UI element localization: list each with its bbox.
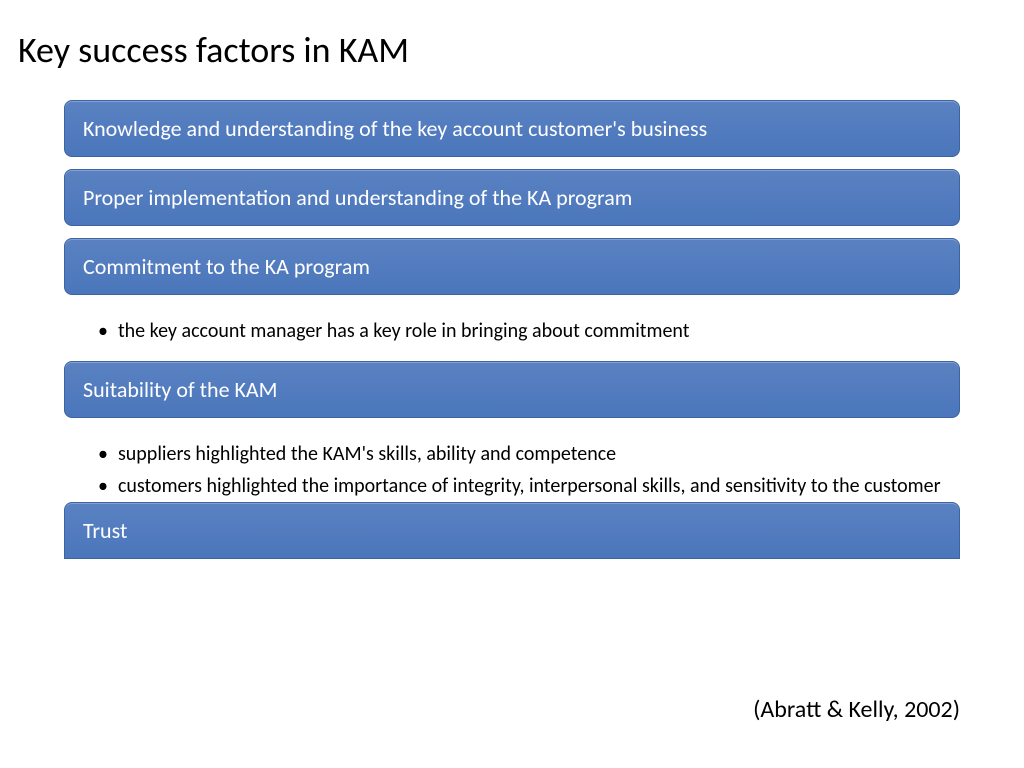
slide-title: Key success factors in KAM xyxy=(14,28,1010,72)
factor-label: Commitment to the KA program xyxy=(83,253,370,280)
factor-box-3: Commitment to the KA program xyxy=(64,238,960,295)
slide: Key success factors in KAM Knowledge and… xyxy=(0,0,1024,768)
sub-bullet: • suppliers highlighted the KAM's skills… xyxy=(64,438,960,470)
factor-box-2: Proper implementation and understanding … xyxy=(64,169,960,226)
sub-bullet-text: the key account manager has a key role i… xyxy=(118,318,950,344)
citation: (Abratt & Kelly, 2002) xyxy=(753,695,960,724)
factor-label: Suitability of the KAM xyxy=(83,376,277,403)
bullet-icon: • xyxy=(98,318,108,344)
sub-bullet: • customers highlighted the importance o… xyxy=(64,470,960,502)
sub-bullet-text: suppliers highlighted the KAM's skills, … xyxy=(118,441,950,467)
factor-box-5: Trust xyxy=(64,502,960,559)
bullet-icon: • xyxy=(98,441,108,467)
factor-label: Knowledge and understanding of the key a… xyxy=(83,115,707,142)
factor-box-1: Knowledge and understanding of the key a… xyxy=(64,100,960,157)
factor-label: Trust xyxy=(83,517,127,544)
bullet-icon: • xyxy=(98,473,108,499)
factor-4-subpoints: • suppliers highlighted the KAM's skills… xyxy=(64,430,960,502)
factor-3-subpoints: • the key account manager has a key role… xyxy=(64,307,960,361)
content-area: Knowledge and understanding of the key a… xyxy=(14,100,1010,559)
factor-box-4: Suitability of the KAM xyxy=(64,361,960,418)
sub-bullet: • the key account manager has a key role… xyxy=(64,315,960,347)
sub-bullet-text: customers highlighted the importance of … xyxy=(118,473,950,499)
factor-label: Proper implementation and understanding … xyxy=(83,184,632,211)
